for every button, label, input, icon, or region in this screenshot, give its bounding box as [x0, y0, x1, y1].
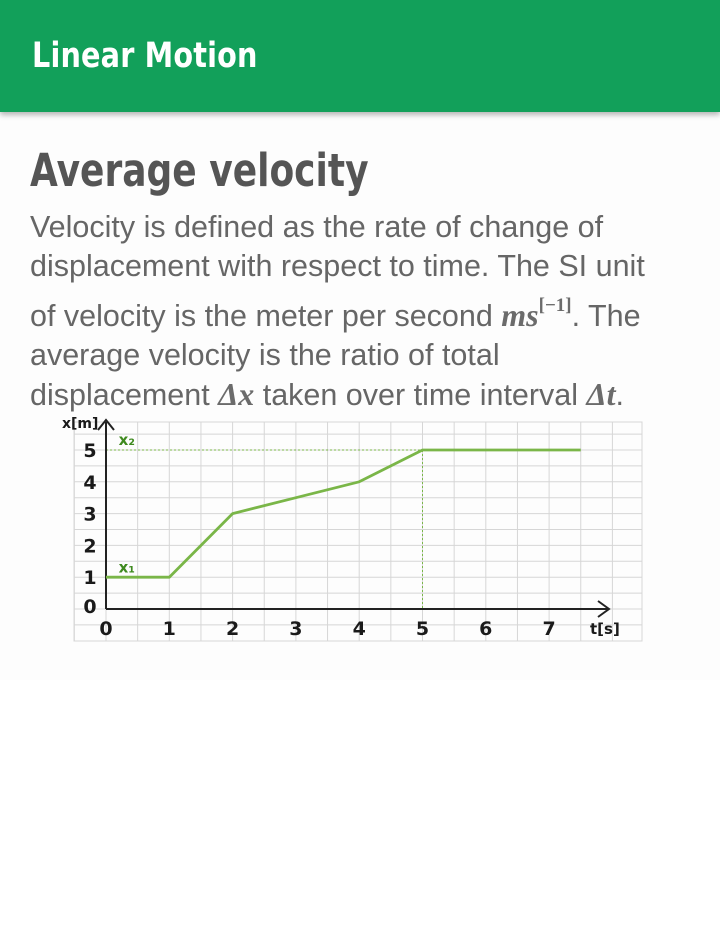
x-axis-arrow	[597, 600, 611, 618]
chart-reference-lines	[106, 449, 423, 609]
x-axis-title: t[s]	[590, 620, 620, 638]
x-tick-label: 5	[416, 618, 429, 640]
y-axis-arrow	[97, 418, 115, 431]
y-tick-label: 3	[83, 504, 96, 526]
unit-exponent: [−1]	[538, 295, 572, 316]
series-line	[106, 448, 581, 579]
y-tick-label: 1	[83, 567, 96, 589]
x-tick-label: 1	[163, 618, 176, 640]
paragraph-line-5: displacement Δx taken over time interval…	[30, 375, 702, 415]
paragraph-line-2: displacement with respect to time. The S…	[30, 249, 645, 283]
paragraph-line-1: Velocity is defined as the rate of chang…	[30, 210, 604, 244]
series-annotation: x₁	[119, 558, 135, 576]
x-tick-label: 6	[479, 618, 492, 640]
app-title: Linear Motion	[32, 36, 258, 76]
x-tick-label: 0	[99, 618, 112, 640]
x-tick-label: 7	[542, 618, 555, 640]
paragraph-line-3-tail: . The	[571, 299, 641, 333]
position-time-chart: 0 1 2 3 4 5 6 7 0 1 2 3 4 5 x[m] t[s] x₁ x₂	[62, 416, 643, 642]
paragraph-line-3: of velocity is the meter per second ms[−…	[30, 286, 702, 336]
series-annotation: x₂	[119, 431, 135, 449]
chart-series	[106, 448, 581, 579]
y-tick-label: 2	[83, 535, 96, 557]
y-tick-label: 0	[83, 596, 96, 618]
paragraph-line-5-tail: .	[615, 378, 624, 412]
x-tick-label: 2	[226, 618, 239, 640]
y-axis-title: x[m]	[62, 416, 98, 432]
article-content: Average velocity Velocity is defined as …	[0, 112, 720, 680]
paragraph-line-4: average velocity is the ratio of total	[30, 338, 500, 372]
article-paragraph: Velocity is defined as the rate of chang…	[30, 208, 702, 415]
delta-t-symbol: Δt	[586, 376, 616, 412]
x-tick-label: 3	[289, 618, 302, 640]
chart-labels: 0 1 2 3 4 5 6 7 0 1 2 3 4 5 x[m] t[s] x₁ x₂	[62, 416, 620, 640]
delta-x-symbol: Δx	[218, 376, 255, 412]
paragraph-line-3-text: of velocity is the meter per second	[30, 299, 502, 333]
x-tick-label: 4	[353, 618, 366, 640]
unit-base: ms	[501, 297, 539, 333]
app-bar: Linear Motion	[0, 0, 720, 112]
y-tick-label: 5	[83, 440, 96, 462]
section-heading: Average velocity	[30, 144, 369, 197]
y-tick-label: 4	[83, 472, 96, 494]
paragraph-line-5-text: displacement	[30, 378, 219, 412]
paragraph-line-5-mid: taken over time interval	[254, 378, 587, 412]
